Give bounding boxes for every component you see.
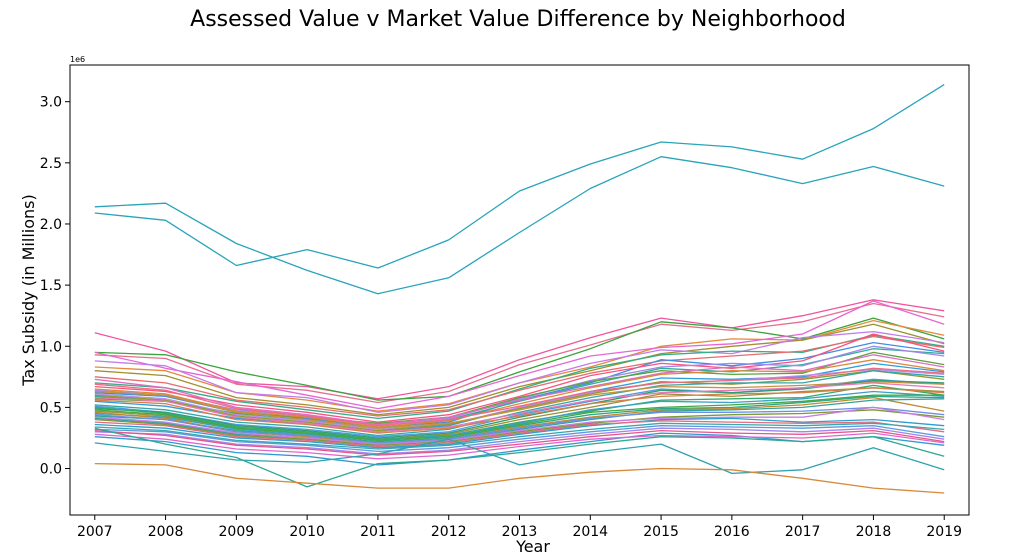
series-line-9 — [94, 330, 945, 413]
series-line-42 — [94, 425, 945, 453]
series-line-2 — [94, 84, 945, 269]
series-line-17 — [94, 354, 945, 426]
y-tick-label: 0.0 — [40, 462, 62, 478]
series-line-18 — [94, 359, 945, 428]
series-line-10 — [94, 334, 945, 420]
series-layer — [94, 84, 945, 494]
series-line-22 — [94, 370, 945, 437]
series-line-37 — [94, 409, 945, 446]
series-line-8 — [94, 300, 945, 410]
x-tick-label: 2008 — [148, 524, 184, 540]
y-tick-label: 1.0 — [40, 339, 62, 355]
series-line-41 — [94, 422, 945, 450]
series-line-43 — [94, 427, 945, 455]
x-tick-label: 2018 — [856, 524, 892, 540]
series-line-48 — [94, 427, 945, 488]
y-axis: 0.0 0.5 1.0 1.5 2.0 2.5 3.0 — [40, 95, 70, 478]
series-line-3 — [94, 299, 945, 400]
series-line-27 — [94, 382, 945, 433]
series-line-49 — [94, 462, 945, 494]
y-tick-label: 0.5 — [40, 400, 62, 416]
series-line-36 — [94, 406, 945, 444]
series-line-47 — [94, 438, 945, 475]
x-tick-label: 2013 — [502, 524, 538, 540]
series-line-20 — [94, 368, 945, 431]
series-line-38 — [94, 406, 945, 445]
series-line-7 — [94, 323, 945, 416]
series-line-31 — [94, 387, 945, 434]
y-axis-label: Tax Subsidy (in Millions) — [19, 194, 38, 386]
x-axis-label: Year — [515, 537, 550, 556]
y-axis-offset-label: 1e6 — [70, 55, 85, 64]
x-tick-label: 2019 — [926, 524, 962, 540]
series-line-13 — [94, 333, 945, 423]
series-line-39 — [94, 417, 945, 449]
x-tick-label: 2009 — [219, 524, 255, 540]
x-axis: 2007 2008 2009 2010 2011 2012 2013 2014 2015 2016… — [77, 515, 962, 540]
x-tick-label: 2017 — [785, 524, 821, 540]
x-tick-label: 2012 — [431, 524, 467, 540]
y-tick-label: 1.5 — [40, 278, 62, 294]
series-line-35 — [94, 398, 945, 445]
x-tick-label: 2016 — [714, 524, 750, 540]
x-tick-label: 2011 — [360, 524, 396, 540]
series-line-26 — [94, 379, 945, 439]
y-tick-label: 2.0 — [40, 217, 62, 233]
series-line-11 — [94, 335, 945, 417]
series-line-45 — [94, 429, 945, 456]
series-line-25 — [94, 381, 945, 429]
series-line-4 — [94, 302, 945, 404]
series-line-32 — [94, 394, 945, 442]
series-line-1 — [94, 156, 945, 295]
series-line-21 — [94, 370, 945, 432]
series-line-5 — [94, 317, 945, 401]
series-line-46 — [94, 432, 945, 460]
x-tick-label: 2015 — [643, 524, 679, 540]
series-line-15 — [94, 345, 945, 426]
series-line-30 — [94, 390, 945, 442]
series-line-23 — [94, 367, 945, 427]
series-line-16 — [94, 351, 945, 424]
series-line-33 — [94, 395, 945, 443]
series-line-40 — [94, 420, 945, 448]
y-tick-label: 2.5 — [40, 156, 62, 172]
y-tick-label: 3.0 — [40, 95, 62, 111]
series-line-29 — [94, 384, 945, 440]
x-tick-label: 2010 — [289, 524, 325, 540]
x-tick-label: 2014 — [572, 524, 608, 540]
chart-title: Assessed Value v Market Value Difference… — [190, 7, 846, 32]
x-tick-label: 2007 — [77, 524, 113, 540]
